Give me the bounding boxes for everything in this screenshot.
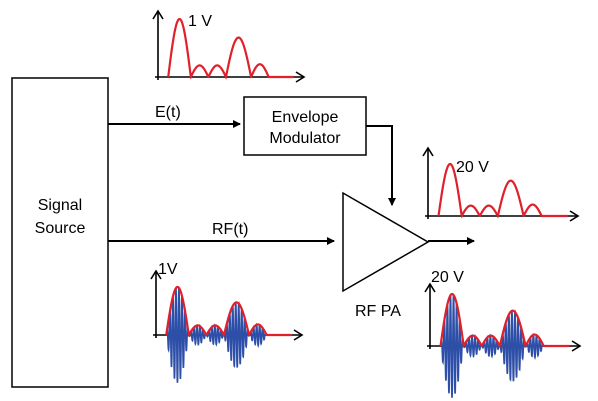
envelope-modulator-label-line2: Modulator	[269, 130, 341, 147]
signal-source-block: Signal Source	[12, 78, 108, 387]
rf-input-waveform	[151, 271, 302, 383]
rf-output-waveform	[425, 284, 580, 398]
envelope-input-amplitude-label: 1 V	[188, 13, 212, 30]
envelope-modulator-block: Envelope Modulator	[244, 97, 366, 155]
rf-output-amplitude-label: 20 V	[431, 269, 464, 286]
modulator-to-pa-line	[366, 126, 392, 205]
envelope-output-waveform	[423, 148, 578, 221]
signal-source-label-line1: Signal	[38, 197, 82, 214]
rf-pa-label: RF PA	[355, 303, 401, 320]
envelope-signal-label: E(t)	[155, 104, 181, 121]
rf-power-amplifier	[343, 193, 428, 291]
rf-input-amplitude-label: 1V	[158, 261, 178, 278]
rf-signal-label: RF(t)	[212, 221, 248, 238]
signal-source-label-line2: Source	[35, 220, 86, 237]
envelope-modulator-label-line1: Envelope	[272, 109, 339, 126]
envelope-output-amplitude-label: 20 V	[456, 159, 489, 176]
envelope-input-waveform	[153, 11, 304, 82]
